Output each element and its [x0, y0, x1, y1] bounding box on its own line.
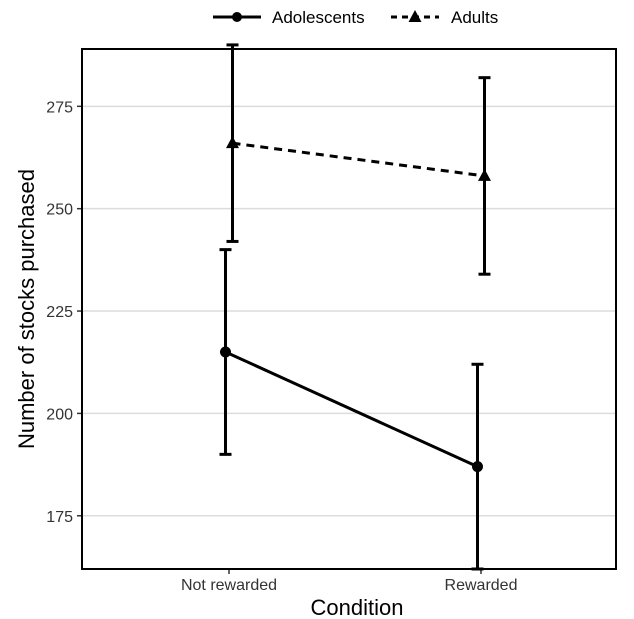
legend-label-adolescents: Adolescents	[272, 8, 365, 27]
data-point	[226, 136, 239, 149]
y-tick-label: 175	[46, 509, 73, 526]
series-line-adults	[232, 141, 485, 178]
y-tick-label: 250	[46, 202, 73, 219]
plot-border	[81, 48, 617, 570]
series-adolescents	[219, 248, 484, 571]
series-line-adolescents	[224, 350, 479, 469]
data-point	[478, 168, 491, 181]
data-point	[220, 346, 231, 358]
x-axis-title: Condition	[311, 595, 404, 619]
y-axis-ticks: 175 200 225 250 275	[46, 99, 82, 526]
legend-key-adolescents-marker	[232, 12, 242, 22]
gridlines	[82, 105, 616, 517]
y-tick-label: 225	[46, 304, 73, 321]
x-axis-ticks: Not rewarded Rewarded	[181, 569, 517, 594]
y-axis-title: Number of stocks purchased	[14, 169, 39, 449]
x-tick-label: Not rewarded	[181, 577, 277, 594]
x-tick-label: Rewarded	[445, 577, 518, 594]
legend-item-adolescents: Adolescents	[213, 8, 365, 27]
y-tick-label: 200	[46, 406, 73, 423]
data-point	[472, 461, 483, 473]
y-tick-label: 275	[46, 99, 73, 116]
legend-key-adults-marker	[408, 10, 422, 22]
series-layer	[219, 43, 491, 571]
legend: Adolescents Adults	[213, 8, 498, 27]
series-adults	[226, 43, 491, 276]
legend-item-adults: Adults	[391, 8, 498, 27]
legend-label-adults: Adults	[451, 8, 498, 27]
